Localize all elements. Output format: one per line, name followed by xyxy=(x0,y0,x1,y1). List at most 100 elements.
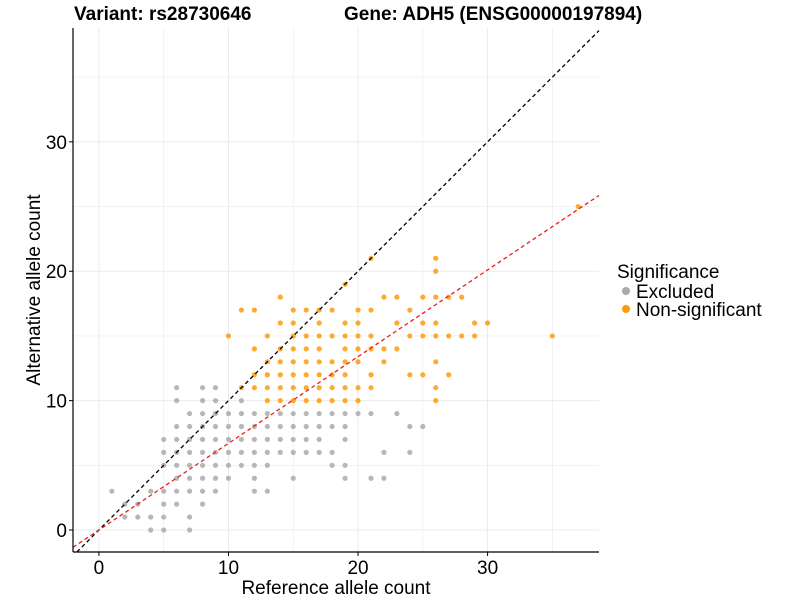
point-non-significant xyxy=(394,346,400,352)
point-non-significant xyxy=(342,385,348,391)
point-non-significant xyxy=(342,359,348,365)
point-excluded xyxy=(199,501,206,507)
point-excluded xyxy=(161,501,167,507)
point-non-significant xyxy=(277,385,283,391)
point-non-significant xyxy=(420,320,426,326)
point-excluded xyxy=(187,475,193,481)
point-excluded xyxy=(199,462,206,468)
point-non-significant xyxy=(290,359,296,365)
point-non-significant xyxy=(342,346,348,352)
point-excluded xyxy=(161,514,167,520)
point-non-significant xyxy=(316,372,322,378)
point-excluded xyxy=(238,462,245,468)
point-excluded xyxy=(199,385,206,391)
point-excluded xyxy=(135,514,141,520)
point-non-significant xyxy=(329,398,335,404)
point-excluded xyxy=(199,410,206,417)
point-excluded xyxy=(174,501,180,507)
point-non-significant xyxy=(316,320,322,326)
point-excluded xyxy=(187,514,193,520)
point-non-significant xyxy=(329,359,335,365)
x-axis-label: Reference allele count xyxy=(241,578,431,599)
point-excluded xyxy=(225,423,232,430)
point-excluded xyxy=(407,449,413,455)
point-non-significant xyxy=(472,333,478,339)
point-excluded xyxy=(329,449,335,455)
point-non-significant xyxy=(238,307,245,313)
point-non-significant xyxy=(407,372,413,378)
reference-line-fit xyxy=(72,194,600,548)
point-excluded xyxy=(342,410,348,417)
point-excluded xyxy=(238,449,245,455)
point-non-significant xyxy=(342,333,348,339)
point-excluded xyxy=(174,462,180,468)
point-excluded xyxy=(122,514,128,520)
point-non-significant xyxy=(381,346,387,352)
chart-title-variant: Variant: rs28730646 xyxy=(74,4,251,25)
point-excluded xyxy=(277,423,283,430)
point-non-significant xyxy=(316,346,322,352)
point-excluded xyxy=(329,410,335,417)
point-non-significant xyxy=(316,385,322,391)
point-excluded xyxy=(199,475,206,481)
point-excluded xyxy=(316,423,322,430)
y-tick-label: 30 xyxy=(46,133,67,154)
y-tick-label: 10 xyxy=(46,392,67,413)
point-excluded xyxy=(148,514,154,520)
point-non-significant xyxy=(342,320,348,326)
point-excluded xyxy=(316,436,322,443)
point-non-significant xyxy=(381,294,387,300)
point-non-significant xyxy=(355,359,361,365)
point-excluded xyxy=(187,488,193,494)
point-excluded xyxy=(251,488,257,494)
point-non-significant xyxy=(277,294,283,300)
point-excluded xyxy=(238,398,245,404)
point-excluded xyxy=(187,462,193,468)
point-excluded xyxy=(187,423,193,430)
point-non-significant xyxy=(303,346,309,352)
point-excluded xyxy=(329,462,335,468)
point-excluded xyxy=(161,436,167,443)
point-excluded xyxy=(238,423,245,430)
point-excluded xyxy=(290,449,296,455)
point-excluded xyxy=(161,488,167,494)
point-excluded xyxy=(187,449,193,455)
point-non-significant xyxy=(549,333,555,339)
point-excluded xyxy=(212,488,219,494)
point-excluded xyxy=(264,436,270,443)
point-non-significant xyxy=(459,333,465,339)
point-non-significant xyxy=(355,346,361,352)
point-excluded xyxy=(148,527,154,533)
point-non-significant xyxy=(433,359,439,365)
point-excluded xyxy=(199,488,206,494)
point-non-significant xyxy=(355,307,361,313)
point-excluded xyxy=(264,423,270,430)
point-non-significant xyxy=(251,307,257,313)
point-excluded xyxy=(368,475,374,481)
legend-label-excluded: Excluded xyxy=(636,282,714,303)
y-tick-label: 0 xyxy=(56,521,67,542)
point-non-significant xyxy=(368,307,374,313)
point-excluded xyxy=(251,410,257,417)
point-non-significant xyxy=(264,398,270,404)
point-non-significant xyxy=(355,333,361,339)
legend-title: Significance xyxy=(617,262,719,283)
point-excluded xyxy=(212,385,219,391)
point-excluded xyxy=(225,462,232,468)
point-excluded xyxy=(212,436,219,443)
axes xyxy=(72,28,599,553)
point-non-significant xyxy=(472,320,478,326)
point-non-significant xyxy=(368,333,374,339)
legend-swatch-non-significant xyxy=(622,305,630,313)
legend-swatch-excluded xyxy=(622,287,630,295)
point-excluded xyxy=(251,449,257,455)
data-points xyxy=(109,203,581,533)
point-non-significant xyxy=(407,333,413,339)
point-excluded xyxy=(187,410,193,417)
point-non-significant xyxy=(394,320,400,326)
point-excluded xyxy=(264,449,270,455)
point-non-significant xyxy=(355,385,361,391)
point-non-significant xyxy=(303,333,309,339)
point-non-significant xyxy=(342,398,348,404)
